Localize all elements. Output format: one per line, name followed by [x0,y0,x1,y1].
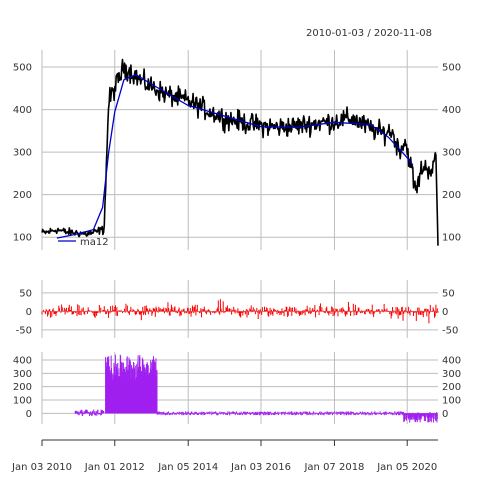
x-tick-label: Jan 05 2020 [376,462,437,473]
momentum-y-tick-label-right: 100 [442,396,461,407]
change-y-tick-label-left: 0 [26,307,32,318]
change-y-tick-label-right: -50 [442,325,458,336]
change-plot-area [42,280,438,338]
change-y-tick-label-left: 50 [19,288,32,299]
change-y-tick-label-right: 50 [442,288,455,299]
change-y-tick-label-right: 0 [442,307,448,318]
price-y-tick-label-right: 300 [442,148,461,159]
price-y-tick-label-left: 100 [13,233,32,244]
price-y-tick-label-left: 300 [13,148,32,159]
price-y-tick-label-right: 100 [442,233,461,244]
price-y-tick-label-right: 200 [442,190,461,201]
x-tick-label: Jan 03 2016 [230,462,291,473]
momentum-y-tick-label-left: 0 [26,409,32,420]
price-series-line [41,58,439,246]
x-tick-label: Jan 01 2012 [84,462,145,473]
x-tick-label: Jan 03 2010 [11,462,72,473]
x-tick-label: Jan 05 2014 [157,462,218,473]
momentum-y-tick-label-right: 400 [442,356,461,367]
momentum-y-tick-label-left: 300 [13,369,32,380]
price-y-tick-label-right: 400 [442,105,461,116]
ma12-series-line [56,73,414,239]
momentum-y-tick-label-left: 400 [13,356,32,367]
momentum-y-tick-label-left: 200 [13,382,32,393]
momentum-y-tick-label-right: 0 [442,409,448,420]
date-range-label: 2010-01-03 / 2020-11-08 [306,28,432,39]
momentum-y-tick-label-left: 100 [13,396,32,407]
price-y-tick-label-left: 400 [13,105,32,116]
x-axis: Jan 03 2010 Jan 01 2012 Jan 05 2014 Jan 03 … [11,439,438,473]
price-y-tick-label-left: 200 [13,190,32,201]
change-y-tick-label-left: -50 [16,325,32,336]
momentum-y-tick-label-right: 200 [442,382,461,393]
x-tick-label: Jan 07 2018 [303,462,364,473]
legend-label-ma12: ma12 [80,237,109,248]
change-panel: -50 -50 0 0 50 50 [16,280,458,338]
momentum-y-tick-label-right: 300 [442,369,461,380]
momentum-panel: 0 0 100 100 200 200 300 300 400 400 [13,352,461,424]
price-panel: 100 100 200 200 300 300 400 400 500 500 ma12 [13,50,461,250]
price-y-tick-label-right: 500 [442,63,461,74]
price-y-tick-label-left: 500 [13,63,32,74]
price-plot-area [42,50,438,250]
